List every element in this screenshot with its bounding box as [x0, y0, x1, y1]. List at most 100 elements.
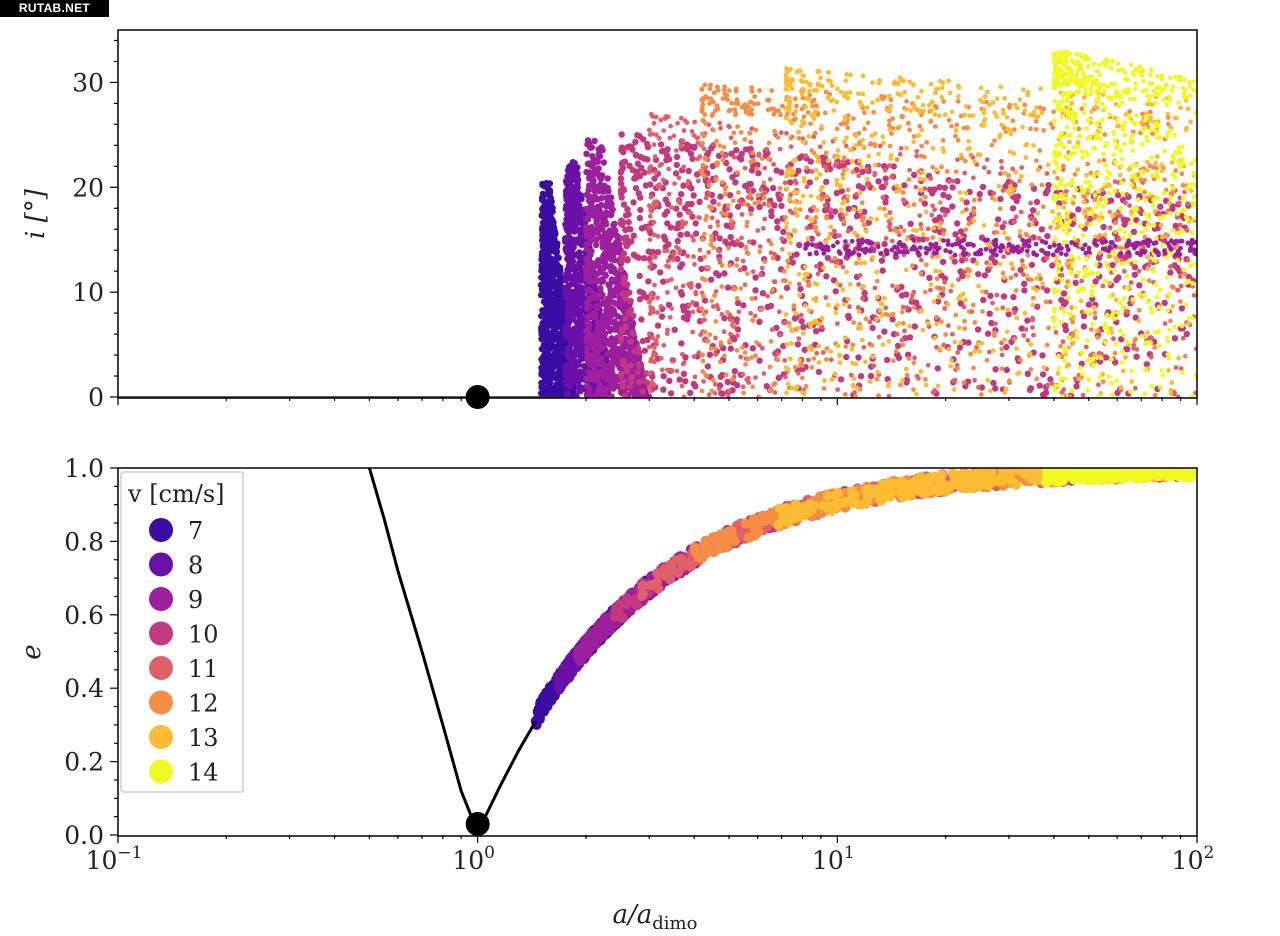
top-point: [682, 118, 688, 124]
top-point: [681, 164, 687, 170]
top-point: [690, 300, 696, 305]
top-point: [939, 206, 947, 213]
top-point: [778, 294, 784, 300]
top-point: [1173, 168, 1179, 174]
top-point: [689, 234, 695, 239]
top-point: [592, 211, 600, 218]
top-point: [767, 176, 773, 182]
top-point: [602, 218, 609, 225]
top-point: [665, 258, 671, 264]
top-point: [987, 292, 994, 300]
top-point: [899, 337, 905, 343]
top-point: [651, 120, 657, 126]
top-point: [655, 234, 661, 239]
top-point: [697, 247, 703, 253]
top-point: [679, 383, 685, 389]
top-point: [1009, 205, 1017, 212]
top-point: [1070, 200, 1076, 206]
top-point: [636, 214, 644, 222]
top-point: [971, 209, 976, 214]
top-point: [845, 205, 852, 212]
top-point: [762, 165, 768, 171]
top-point: [777, 146, 783, 152]
top-point: [586, 295, 593, 303]
top-point: [706, 178, 712, 184]
top-point: [1095, 254, 1103, 262]
top-point: [1037, 148, 1043, 153]
top-point: [663, 208, 671, 215]
top-point: [651, 201, 657, 207]
top-point: [757, 244, 763, 249]
top-point: [796, 370, 801, 376]
top-point: [956, 344, 964, 351]
top-point: [990, 379, 997, 387]
top-point: [1121, 268, 1127, 274]
top-point: [779, 192, 784, 198]
top-point: [1082, 194, 1088, 200]
top-point: [726, 192, 734, 199]
top-point: [749, 345, 756, 352]
top-point: [776, 309, 782, 315]
top-point: [689, 129, 695, 134]
top-point: [998, 171, 1003, 177]
top-point: [855, 183, 863, 190]
top-point: [859, 200, 865, 206]
top-point: [1013, 214, 1019, 220]
top-point: [690, 309, 696, 315]
top-point: [906, 356, 912, 361]
top-point: [752, 313, 758, 319]
top-point: [1018, 357, 1023, 363]
top-point: [813, 103, 819, 108]
top-point: [1029, 277, 1034, 283]
top-point: [773, 167, 780, 174]
top-point: [1162, 321, 1168, 326]
top-point: [1146, 278, 1152, 284]
top-point: [1053, 330, 1059, 335]
top-point: [702, 254, 707, 260]
top-point: [889, 238, 895, 244]
top-point: [623, 242, 630, 250]
top-point: [542, 224, 550, 231]
top-point: [747, 130, 752, 136]
top-point: [740, 371, 746, 377]
top-point: [636, 173, 643, 180]
top-point: [772, 390, 778, 395]
top-point: [881, 328, 888, 335]
top-point: [1028, 261, 1036, 269]
top-point: [644, 336, 651, 344]
top-point: [592, 367, 599, 374]
top-point: [674, 237, 681, 245]
top-point: [564, 211, 571, 218]
top-point: [1142, 177, 1147, 183]
top-point: [812, 130, 818, 136]
top-point: [883, 236, 889, 241]
top-point: [939, 164, 944, 170]
top-point: [713, 177, 719, 183]
top-point: [571, 160, 578, 167]
top-point: [806, 357, 811, 363]
top-point: [618, 160, 626, 168]
top-point: [736, 190, 741, 195]
top-point: [697, 215, 702, 221]
top-point: [607, 291, 614, 298]
top-point: [815, 368, 823, 376]
top-point: [710, 111, 716, 117]
top-point: [651, 219, 657, 225]
top-point: [690, 329, 695, 335]
top-point: [1168, 318, 1173, 324]
top-point: [978, 392, 984, 397]
top-point: [953, 169, 959, 175]
top-point: [732, 179, 739, 186]
top-point: [1023, 231, 1029, 237]
top-point: [611, 220, 618, 227]
top-point: [1100, 379, 1106, 384]
top-point: [702, 112, 708, 117]
top-point: [904, 372, 910, 378]
top-point: [803, 153, 809, 159]
top-point: [692, 220, 699, 227]
top-point: [946, 117, 952, 123]
top-point: [737, 267, 743, 273]
top-point: [890, 358, 896, 364]
top-point: [602, 203, 610, 210]
